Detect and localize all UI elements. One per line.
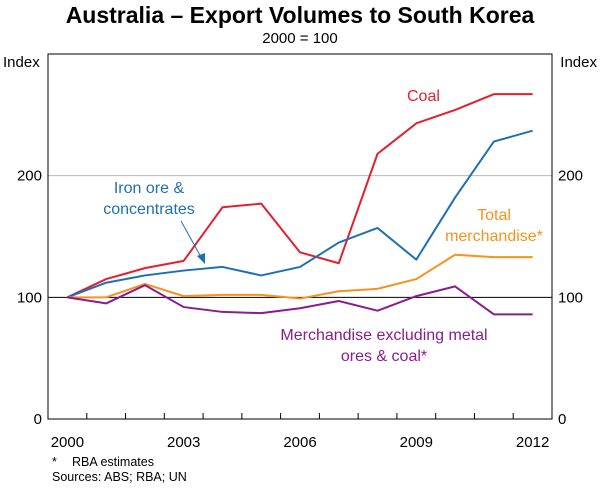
- y-tick-label-right: 0: [558, 411, 566, 428]
- y-tick-label-left: 200: [17, 168, 42, 185]
- series-label-coal: Coal: [407, 88, 440, 105]
- x-tick-label-2012: 2012: [516, 434, 549, 451]
- series-label-iron-line2: concentrates: [103, 201, 195, 218]
- iron-label-arrowhead: [197, 253, 205, 264]
- x-tick-label-2006: 2006: [283, 434, 316, 451]
- series-label-merch-line2: ores & coal*: [341, 348, 427, 365]
- x-tick-label-2003: 2003: [167, 434, 200, 451]
- plot-frame: [47, 53, 553, 420]
- x-tick-label-2009: 2009: [400, 434, 433, 451]
- chart-title: Australia – Export Volumes to South Kore…: [65, 2, 535, 28]
- series-label-merch-line1: Merchandise excluding metal: [280, 327, 487, 344]
- y-tick-label-right: 200: [558, 168, 583, 185]
- series-lines: [66, 93, 533, 316]
- y-tick-label-right: 100: [558, 289, 583, 306]
- gridlines: [48, 175, 552, 298]
- series-label-total-line2: merchandise*: [445, 228, 543, 245]
- footnote-estimates: * RBA estimates: [52, 455, 154, 470]
- y-tick-label-left: 100: [17, 289, 42, 306]
- series-label-iron-line1: Iron ore &: [114, 180, 185, 197]
- y-axis-label-left: Index: [3, 54, 40, 71]
- y-tick-label-left: 0: [34, 411, 42, 428]
- axis-ticks: 0 0 100 100 200 200 2000 2003 2006 2009 2012: [17, 168, 583, 451]
- y-axis-label-right: Index: [560, 54, 597, 71]
- series-line-0: [66, 93, 533, 299]
- footnote-estimates-text: RBA estimates: [72, 455, 154, 469]
- footnote-star: *: [52, 455, 57, 469]
- series-label-total-line1: Total: [477, 207, 511, 224]
- series-line-3: [67, 284, 533, 316]
- chart-subtitle: 2000 = 100: [262, 30, 338, 47]
- series-line-2: [67, 253, 533, 300]
- series-line-1: [67, 129, 533, 299]
- footnote-sources: Sources: ABS; RBA; UN: [52, 470, 187, 484]
- x-tick-label-2000: 2000: [51, 434, 84, 451]
- iron-label-pointer: [180, 220, 202, 258]
